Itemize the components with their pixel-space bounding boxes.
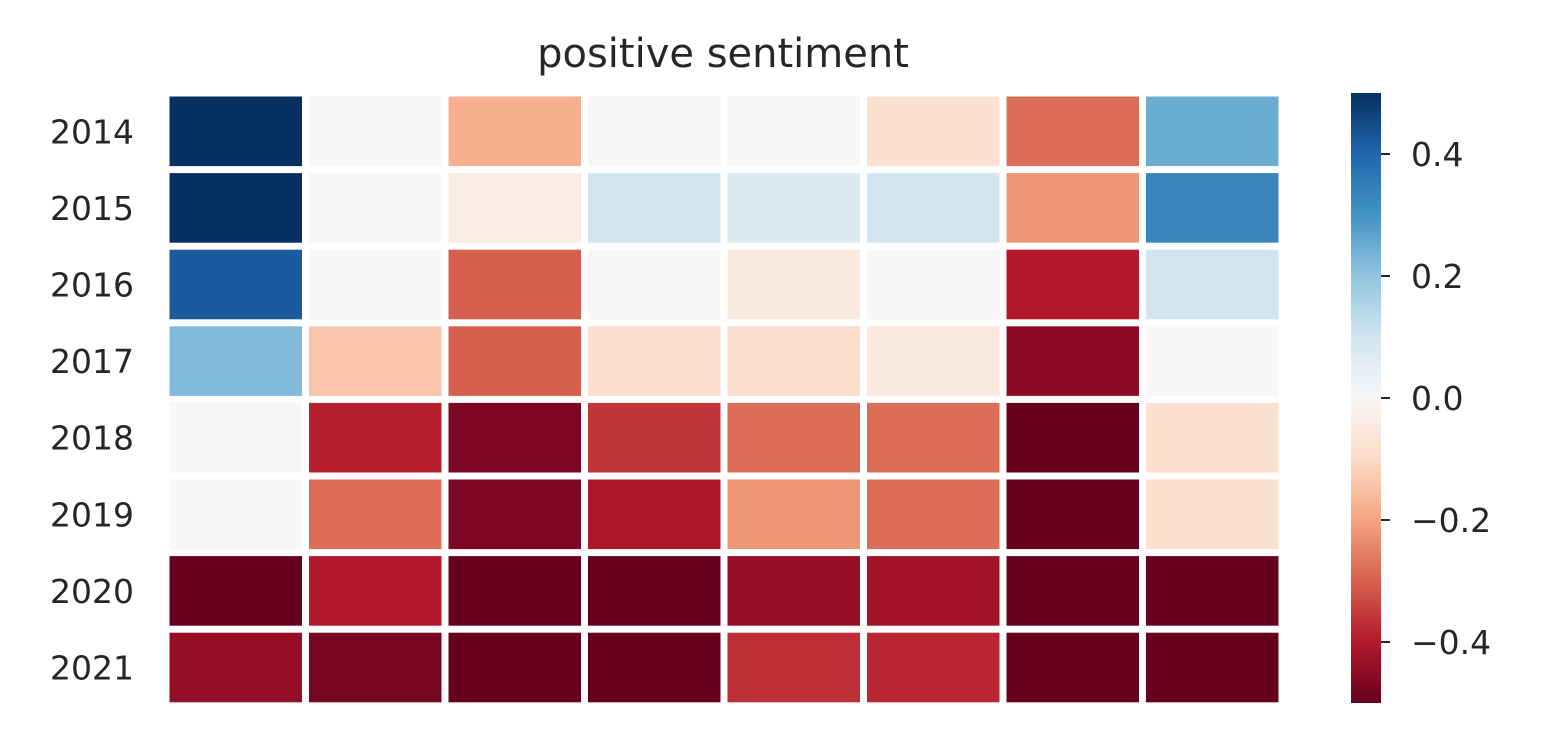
heatmap-cell (588, 326, 721, 396)
colorbar-ticks: 0.4 0.2 0.0 −0.2 −0.4 (1381, 135, 1491, 662)
heatmap-cell (867, 173, 1000, 243)
colorbar-tick-label: −0.2 (1411, 501, 1491, 540)
heatmap-cell (588, 96, 721, 167)
heatmap-cell (448, 173, 581, 243)
heatmap-cell (309, 96, 442, 167)
heatmap-cell (588, 173, 721, 243)
heatmap-cell (588, 402, 721, 473)
heatmap-cell (169, 326, 302, 396)
row-label: 2014 (50, 112, 134, 151)
colorbar-tick-label: 0.0 (1411, 379, 1463, 418)
heatmap-cell (1146, 173, 1279, 243)
heatmap-cell (867, 326, 1000, 396)
heatmap-cell (1146, 402, 1279, 473)
row-label: 2017 (50, 342, 134, 381)
heatmap-cell (1146, 556, 1279, 626)
heatmap-cell (169, 249, 302, 320)
heatmap-cell (448, 556, 581, 626)
heatmap-cell (867, 402, 1000, 473)
heatmap-cell (1006, 556, 1139, 626)
heatmap-cell (1006, 479, 1139, 550)
chart-title: positive sentiment (537, 31, 909, 77)
heatmap-cell (1006, 326, 1139, 396)
row-label: 2018 (50, 419, 134, 458)
heatmap-cell (309, 556, 442, 626)
heatmap-cell (169, 402, 302, 473)
heatmap-cell (727, 632, 860, 703)
heatmap-cell (1146, 96, 1279, 167)
heatmap-cell (727, 249, 860, 320)
heatmap-cell (309, 632, 442, 703)
heatmap-cell (1006, 402, 1139, 473)
heatmap-cell (448, 96, 581, 167)
heatmap-cell (727, 402, 860, 473)
heatmap-cell (867, 556, 1000, 626)
colorbar-tick-label: 0.4 (1411, 135, 1463, 174)
heatmap-cell (1006, 249, 1139, 320)
heatmap-cell (448, 326, 581, 396)
heatmap-cell (1146, 632, 1279, 703)
heatmap-cell (1006, 173, 1139, 243)
row-label: 2016 (50, 266, 134, 305)
heatmap-cell (867, 632, 1000, 703)
heatmap-cell (169, 96, 302, 167)
heatmap-cell (309, 326, 442, 396)
heatmap-cell (727, 556, 860, 626)
colorbar-tick-label: 0.2 (1411, 257, 1463, 296)
heatmap-cell (169, 479, 302, 550)
heatmap-cell (1146, 479, 1279, 550)
heatmap-cell (588, 249, 721, 320)
heatmap-cell (1006, 632, 1139, 703)
heatmap-cell (588, 479, 721, 550)
heatmap-cell (588, 632, 721, 703)
heatmap-cell (169, 556, 302, 626)
row-label: 2021 (50, 649, 134, 688)
row-label: 2020 (50, 572, 134, 611)
heatmap-cell (448, 402, 581, 473)
heatmap-cell (1146, 249, 1279, 320)
heatmap-cell (867, 249, 1000, 320)
heatmap-cell (169, 632, 302, 703)
heatmap-cell (169, 173, 302, 243)
heatmap-cell (1006, 96, 1139, 167)
row-labels: 2014 2015 2016 2017 2018 2019 2020 2021 (50, 112, 134, 687)
heatmap-cell (309, 402, 442, 473)
heatmap-cell (588, 556, 721, 626)
heatmap-cells (169, 96, 1279, 703)
colorbar-tick-label: −0.4 (1411, 623, 1491, 662)
heatmap-cell (727, 326, 860, 396)
row-label: 2019 (50, 495, 134, 534)
heatmap-cell (448, 632, 581, 703)
colorbar (1351, 93, 1381, 703)
heatmap-cell (309, 249, 442, 320)
heatmap-cell (309, 479, 442, 550)
row-label: 2015 (50, 189, 134, 228)
heatmap-cell (727, 173, 860, 243)
heatmap-cell (727, 96, 860, 167)
heatmap-cell (1146, 326, 1279, 396)
heatmap-cell (867, 96, 1000, 167)
heatmap-cell (867, 479, 1000, 550)
heatmap-cell (448, 479, 581, 550)
heatmap-cell (309, 173, 442, 243)
heatmap-cell (727, 479, 860, 550)
heatmap-cell (448, 249, 581, 320)
